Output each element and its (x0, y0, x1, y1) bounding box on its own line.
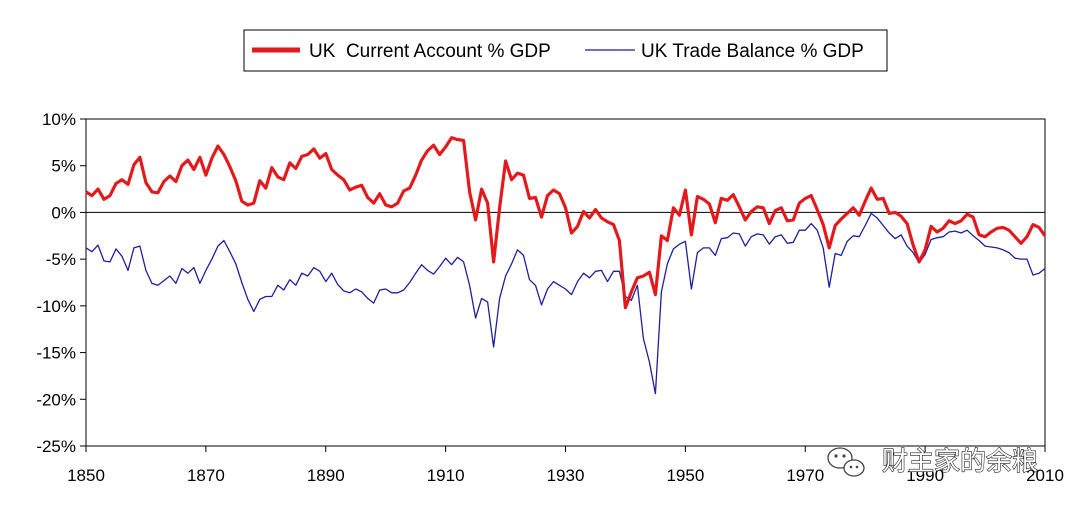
wechat-icon (827, 447, 865, 477)
x-tick-label: 1930 (547, 466, 585, 485)
series-line-current-account (85, 136, 1047, 310)
x-tick-label: 1950 (666, 466, 704, 485)
y-tick-label: 0% (51, 203, 76, 222)
x-axis: 1850 1870 1890 1910 1930 1950 1970 1990 2010 (67, 446, 1064, 485)
x-tick-label: 1870 (187, 466, 225, 485)
legend-label-trade-balance: UK Trade Balance % GDP (641, 41, 864, 62)
plot-area: 10%5%0%-5%-10%-15%-20%-25% 1850 1870 1890 1… (36, 110, 1064, 485)
x-tick-label: 1850 (67, 466, 105, 485)
y-tick-label: -25% (36, 437, 76, 456)
y-tick-label: -15% (36, 344, 76, 363)
watermark: 财主家的余粮 (827, 446, 1039, 478)
legend-box (243, 29, 888, 72)
x-tick-label: 1890 (307, 466, 345, 485)
y-tick-label: -20% (36, 390, 76, 409)
legend: UK Current Account % GDP UK Trade Balanc… (243, 29, 888, 72)
legend-label-current-account: UK Current Account % GDP (309, 41, 551, 62)
y-tick-label: 10% (42, 110, 76, 129)
watermark-text: 财主家的余粮 (882, 447, 1038, 477)
y-axis: 10% 5% 0% -5% -10% -15% -20% -25% (36, 110, 86, 456)
y-tick-label: -10% (36, 297, 76, 316)
x-tick-label: 1910 (427, 466, 465, 485)
y-tick-label: 5% (51, 157, 76, 176)
x-tick-label: 1970 (786, 466, 824, 485)
x-tick-label: 1990 (906, 466, 944, 485)
series-line-trade-balance (85, 212, 1046, 395)
x-tick-label: 2010 (1026, 466, 1064, 485)
y-tick-label: -5% (46, 250, 76, 269)
